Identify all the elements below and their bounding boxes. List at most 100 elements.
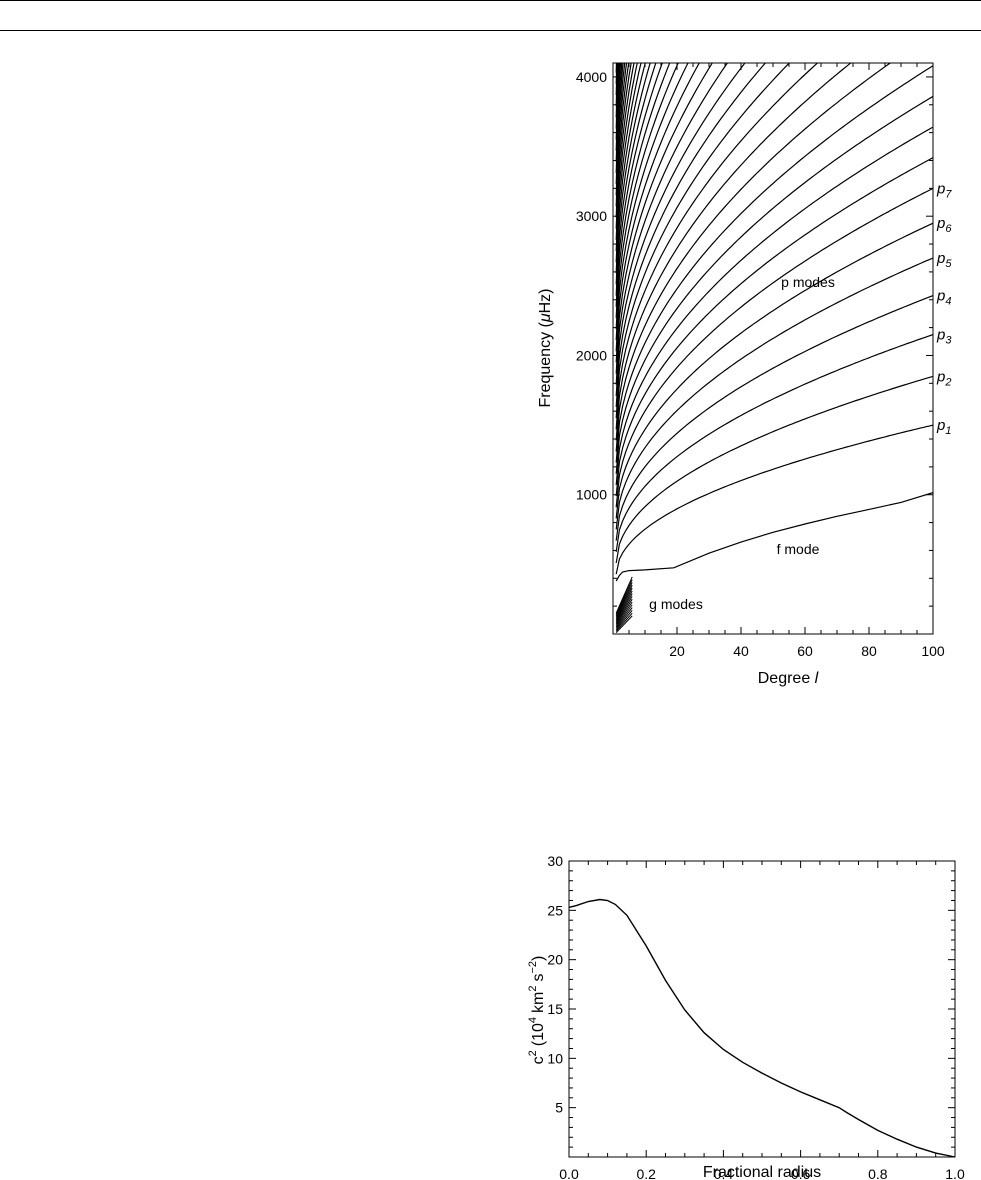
chart2-x-axis-label: Fractional radius (703, 1164, 821, 1180)
p-mode-line (615, 63, 729, 385)
chart1-x-axis-label-var: l (815, 670, 819, 687)
p-mode-line (615, 63, 819, 430)
p-mode-line (615, 334, 933, 552)
chart2-y-label-s: s (530, 974, 547, 982)
chart2-y-tick-label: 30 (547, 853, 563, 869)
p-mode-line (615, 63, 619, 118)
p-mode-label: p5 (936, 250, 952, 270)
p-mode-line (615, 63, 622, 174)
sound-speed-squared-line (568, 898, 956, 1158)
p-mode-line (615, 424, 933, 575)
g-mode-line (615, 607, 633, 629)
chart1-frame (612, 62, 934, 635)
p-mode-line (615, 126, 933, 486)
chart2-y-axis-label: c2(104km2s−2) (527, 956, 547, 1065)
p-mode-line (615, 95, 933, 474)
p-mode-line (615, 63, 689, 352)
p-mode-label: p6 (936, 215, 952, 235)
chart1-x-axis-label-text: Degree (758, 670, 815, 687)
chart1-y-axis-label-mu: μ (537, 313, 554, 323)
g-mode-line (615, 604, 633, 628)
p-mode-line (615, 63, 646, 285)
chart2-tick-labels: 0.0 0.2 0.4 0.6 0.8 1.0 5 10 15 20 25 30 (547, 853, 965, 1180)
g-mode-line (615, 576, 633, 614)
p-mode-line (615, 65, 933, 463)
chart1-x-axis-label: Degree l (758, 670, 819, 687)
p-mode-line (615, 157, 933, 497)
chart1-x-tick-label: 40 (733, 643, 749, 659)
g-mode-line (615, 587, 633, 619)
chart2-y-label-c-exp: 2 (527, 1050, 539, 1056)
p-mode-label-sub: 5 (945, 258, 952, 270)
p-mode-line (615, 63, 713, 374)
chart2-y-tick-label: 25 (547, 902, 563, 918)
g-mode-line (615, 615, 633, 633)
g-modes-annotation: g modes (649, 596, 703, 612)
p-mode-line (615, 63, 671, 330)
g-mode-line (615, 579, 633, 615)
g-mode-line (615, 601, 633, 626)
p-mode-line (615, 63, 679, 341)
f-mode-annotation: f mode (777, 541, 820, 557)
chart2-ticks (568, 860, 956, 1158)
p-mode-label-base: p (936, 368, 945, 385)
g-mode-line (615, 598, 633, 625)
chart2-y-label-c: c (530, 1056, 547, 1064)
p-mode-line (615, 63, 892, 452)
chart2-x-tick-label: 0.2 (636, 1166, 656, 1180)
p-mode-label-sub: 6 (945, 223, 952, 235)
chart1-y-tick-label: 2000 (576, 347, 607, 363)
p-mode-line (615, 63, 852, 441)
p-mode-line (615, 63, 746, 396)
chart1-x-tick-label: 20 (669, 643, 685, 659)
chart1-y-tick-label: 3000 (576, 208, 607, 224)
chart2-y-label-units: (10 (530, 1023, 547, 1046)
chart2-y-tick-label: 10 (547, 1050, 563, 1066)
p-mode-line (615, 63, 767, 408)
chart1-x-tick-label: 100 (921, 643, 945, 659)
p-mode-line (615, 63, 620, 140)
p-mode-line (615, 63, 621, 162)
sound-speed-chart: 0.0 0.2 0.4 0.6 0.8 1.0 5 10 15 20 25 30 Fractional… (527, 853, 965, 1180)
header-rule-top (0, 0, 981, 1)
chart2-y-label-km-exp: 2 (527, 986, 539, 992)
f-mode-line (615, 492, 933, 582)
p-mode-label: p3 (936, 327, 952, 347)
chart2-y-tick-label: 5 (555, 1100, 563, 1116)
p-mode-label-base: p (936, 250, 945, 267)
p-mode-line (615, 63, 619, 107)
g-mode-line (615, 590, 633, 621)
g-mode-line (615, 593, 633, 622)
p-mode-label-sub: 7 (945, 188, 952, 200)
p-mode-line (615, 63, 700, 363)
p-mode-line (615, 295, 933, 541)
header-rule-second (0, 30, 981, 31)
chart1-ticks (612, 63, 934, 635)
p-mode-label: p2 (936, 368, 951, 388)
g-mode-line (615, 582, 633, 617)
chart2-x-tick-label: 0.8 (868, 1166, 888, 1180)
chart1-x-tick-label: 60 (797, 643, 813, 659)
p-mode-line (615, 63, 638, 263)
g-mode-line (615, 612, 633, 632)
p-modes-annotation: p modes (781, 274, 835, 290)
p-mode-label: p1 (936, 417, 951, 437)
chart2-y-label-s-exp: −2 (527, 961, 539, 974)
p-mode-line (615, 63, 791, 419)
chart1-y-axis-label: Frequency (μHz) (537, 288, 554, 407)
p-mode-label-base: p (936, 288, 945, 305)
p-mode-label-base: p (936, 327, 945, 344)
p-mode-line (615, 375, 933, 564)
g-mode-line (615, 596, 633, 624)
p-mode-label-base: p (936, 417, 945, 434)
p-mode-line (615, 63, 632, 240)
p-mode-label: p7 (936, 180, 952, 200)
chart1-y-axis-label-a: Frequency ( (537, 321, 554, 407)
chart2-x-tick-label: 1.0 (945, 1166, 965, 1180)
p-mode-line (615, 63, 618, 96)
p-mode-line (615, 63, 628, 218)
p-mode-label-sub: 3 (945, 335, 952, 347)
